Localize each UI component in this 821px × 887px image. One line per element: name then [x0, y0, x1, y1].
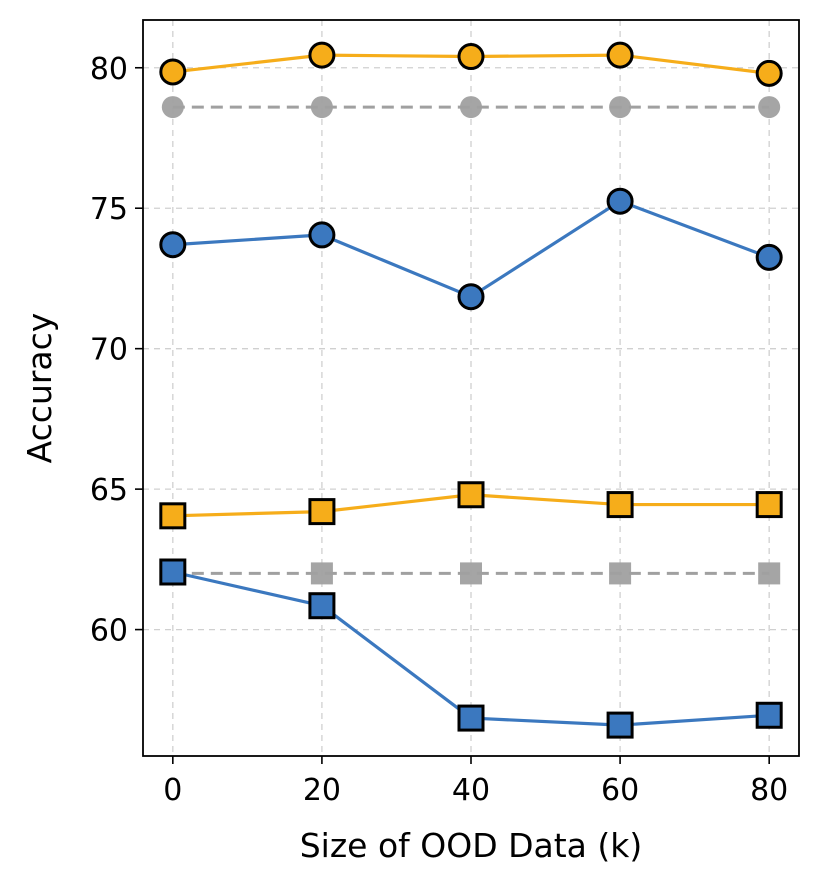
data-point	[755, 243, 783, 271]
x-axis-label: Size of OOD Data (k)	[300, 826, 643, 865]
data-point	[308, 221, 336, 249]
data-point	[609, 562, 632, 585]
data-point	[310, 96, 333, 119]
x-tick-label: 60	[601, 773, 639, 808]
x-tick-label: 20	[303, 773, 341, 808]
data-point	[159, 558, 187, 586]
data-point	[609, 96, 632, 119]
series-layer	[159, 41, 783, 739]
data-point	[457, 481, 485, 509]
series-line	[172, 199, 770, 299]
data-point	[460, 96, 482, 119]
data-point	[755, 491, 783, 519]
data-point	[161, 96, 184, 119]
series-0	[159, 41, 783, 87]
series-5	[159, 558, 783, 739]
y-axis-label: Accuracy	[20, 313, 59, 464]
data-point	[606, 41, 634, 69]
data-point	[755, 701, 783, 729]
data-point	[606, 711, 634, 739]
data-point	[758, 96, 781, 119]
x-tick-label: 40	[452, 773, 490, 808]
data-point	[310, 562, 333, 585]
data-point	[159, 58, 187, 86]
series-2	[159, 187, 783, 311]
data-point	[308, 41, 336, 69]
data-point	[457, 283, 485, 311]
y-tick-label: 80	[90, 52, 128, 87]
x-tick-label: 0	[163, 773, 182, 808]
data-point	[758, 562, 781, 585]
series-1	[161, 96, 781, 119]
data-point	[457, 704, 485, 732]
data-point	[159, 231, 187, 259]
data-point	[755, 59, 783, 87]
data-point	[457, 43, 485, 71]
ticks: 0 20 40 60 80 60 65 70 75 80	[90, 52, 788, 808]
data-point	[308, 592, 336, 620]
series-4	[161, 562, 781, 585]
data-point	[606, 187, 634, 215]
y-tick-label: 65	[90, 473, 128, 508]
y-tick-label: 60	[90, 614, 128, 649]
y-tick-label: 75	[90, 192, 128, 227]
grid	[143, 20, 799, 756]
y-tick-label: 70	[90, 333, 128, 368]
data-point	[308, 498, 336, 526]
x-tick-label: 80	[750, 773, 788, 808]
data-point	[606, 491, 634, 519]
series-3	[159, 481, 783, 530]
data-point	[460, 562, 482, 585]
data-point	[159, 502, 187, 530]
